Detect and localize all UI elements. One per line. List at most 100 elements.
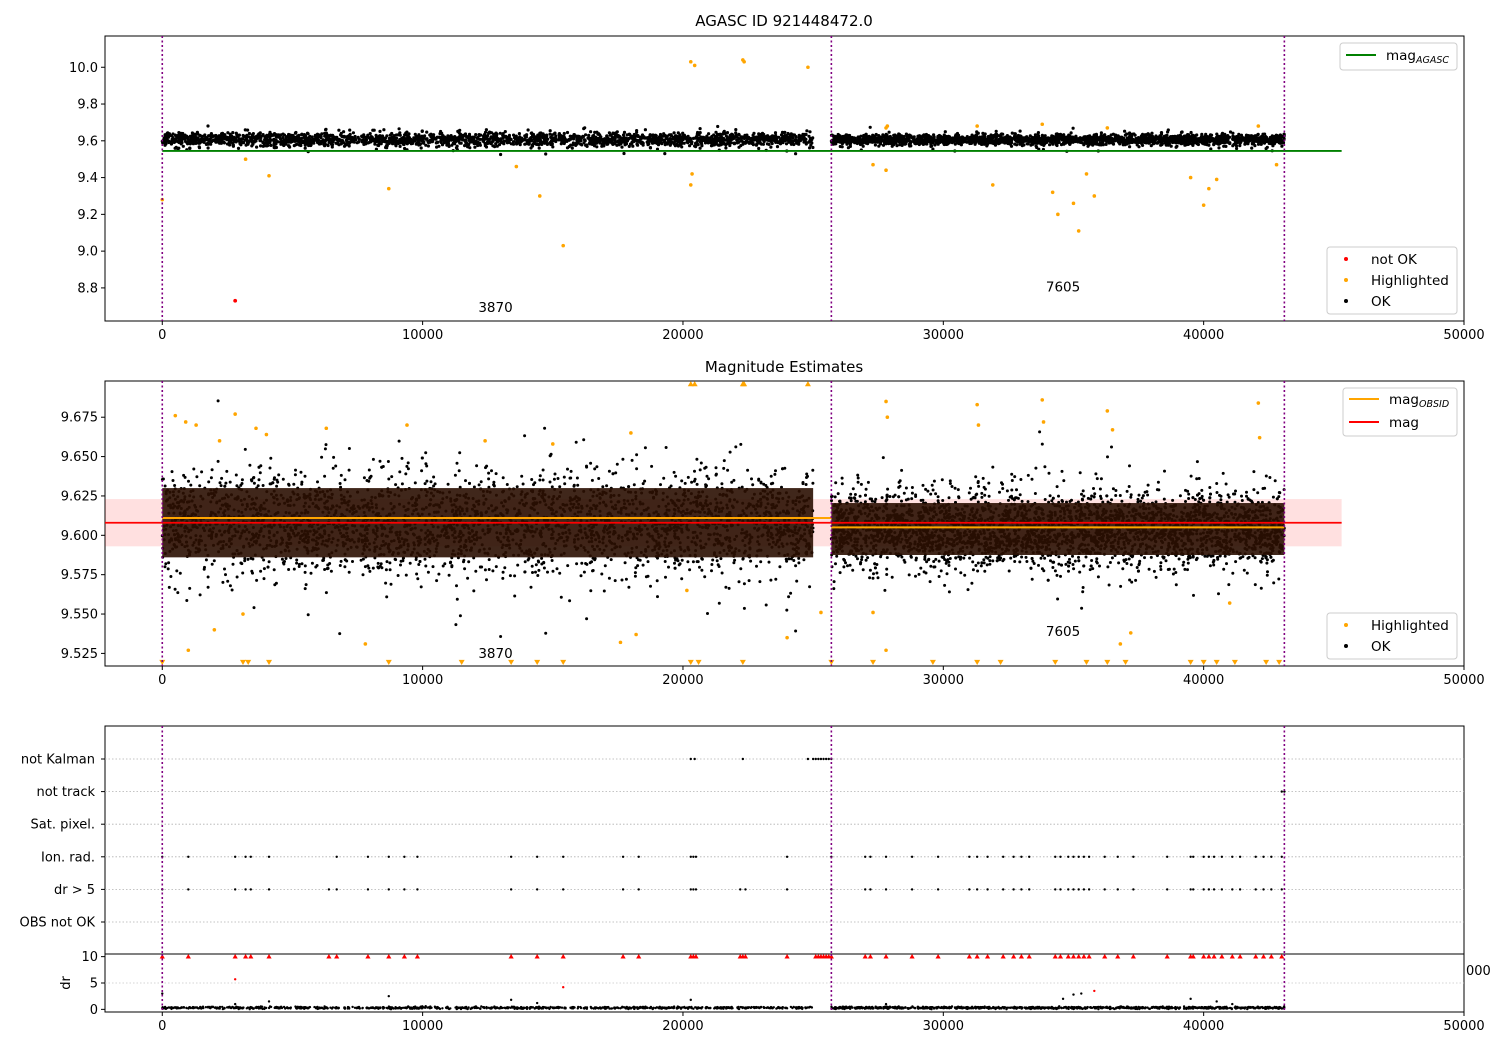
ok-point bbox=[787, 140, 791, 144]
ok-point bbox=[1174, 145, 1178, 149]
ok-point bbox=[669, 141, 673, 146]
ok-point bbox=[1091, 143, 1095, 147]
ok-point bbox=[488, 141, 492, 145]
ok-point bbox=[199, 134, 203, 138]
ok-point bbox=[1175, 136, 1179, 140]
obsid-label: 3870 bbox=[478, 300, 512, 316]
ok-point bbox=[855, 140, 859, 144]
ok-point bbox=[262, 143, 266, 148]
ok-point bbox=[584, 133, 588, 137]
ok-point bbox=[178, 140, 182, 144]
ok-point bbox=[1095, 135, 1099, 139]
ok-point bbox=[1260, 139, 1264, 143]
ok-point bbox=[566, 564, 570, 568]
ok-point bbox=[977, 140, 981, 145]
ok-point bbox=[1224, 144, 1228, 148]
ok-point bbox=[706, 612, 709, 615]
agasc-panel-frame bbox=[104, 35, 1465, 322]
ok-point bbox=[206, 585, 210, 589]
ok-point bbox=[835, 136, 839, 140]
ok-point bbox=[1125, 132, 1129, 136]
ok-point bbox=[628, 142, 633, 146]
ok-point bbox=[774, 469, 777, 473]
ok-point bbox=[565, 146, 570, 150]
ok-point bbox=[420, 129, 424, 133]
ok-point bbox=[282, 138, 286, 142]
ok-point bbox=[364, 138, 369, 142]
ok-point bbox=[861, 144, 865, 148]
highlighted-point bbox=[1071, 201, 1076, 206]
ok-point bbox=[1083, 135, 1087, 139]
ok-point bbox=[1216, 134, 1220, 138]
ok-point bbox=[399, 141, 403, 145]
ok-point bbox=[501, 132, 505, 136]
ok-point bbox=[483, 141, 487, 146]
ok-point bbox=[648, 139, 652, 143]
ok-point bbox=[491, 144, 495, 148]
ok-point bbox=[1121, 136, 1126, 140]
ok-point bbox=[1087, 136, 1091, 140]
ok-point bbox=[182, 473, 186, 477]
ok-point bbox=[357, 140, 361, 144]
ok-point bbox=[942, 139, 947, 143]
ok-point bbox=[707, 132, 711, 136]
ok-point bbox=[808, 130, 812, 134]
ok-point bbox=[571, 141, 576, 145]
y-tick-label: 9.4 bbox=[77, 171, 98, 186]
ok-point bbox=[663, 152, 667, 156]
ok-point bbox=[1141, 132, 1145, 136]
ok-point bbox=[417, 143, 421, 147]
ok-point bbox=[924, 134, 928, 138]
ok-point bbox=[888, 139, 892, 143]
ok-point bbox=[655, 138, 659, 142]
ok-point bbox=[698, 146, 702, 150]
ok-point bbox=[688, 144, 692, 148]
ok-point bbox=[643, 128, 648, 132]
ok-point bbox=[220, 132, 224, 136]
ok-point bbox=[316, 138, 320, 142]
ok-point bbox=[1058, 135, 1062, 139]
ok-point bbox=[559, 133, 563, 138]
ok-point bbox=[296, 134, 300, 138]
ok-point bbox=[308, 139, 312, 143]
ok-point bbox=[1104, 142, 1108, 146]
ok-point bbox=[473, 145, 477, 149]
ok-point bbox=[842, 140, 846, 144]
ok-point bbox=[384, 145, 388, 150]
ok-point bbox=[517, 132, 522, 136]
ok-point bbox=[1063, 139, 1067, 143]
ok-point bbox=[1028, 134, 1032, 138]
ok-point bbox=[163, 133, 167, 137]
x-tick-label: 40000 bbox=[1183, 328, 1224, 343]
ok-point bbox=[529, 146, 533, 150]
highlighted-point bbox=[884, 168, 888, 173]
ok-point bbox=[1150, 131, 1154, 135]
ok-point bbox=[888, 136, 893, 140]
ok-point bbox=[565, 130, 570, 135]
ok-point bbox=[1146, 132, 1150, 136]
ok-point bbox=[326, 138, 330, 142]
ok-point bbox=[1186, 136, 1190, 140]
ok-point bbox=[1163, 135, 1167, 139]
ok-point bbox=[589, 139, 594, 143]
ok-point bbox=[457, 131, 461, 135]
ok-point bbox=[778, 138, 782, 142]
ok-point bbox=[572, 135, 576, 139]
ok-point bbox=[598, 141, 602, 145]
ok-point bbox=[1078, 136, 1082, 140]
ok-point bbox=[511, 142, 516, 146]
ok-point bbox=[797, 133, 801, 137]
ok-point bbox=[682, 133, 687, 137]
ok-point bbox=[1190, 137, 1194, 141]
ok-point bbox=[597, 132, 601, 136]
ok-point bbox=[1257, 137, 1261, 141]
ok-point bbox=[887, 130, 891, 134]
ok-point bbox=[660, 142, 664, 146]
ok-point bbox=[792, 142, 796, 147]
ok-point bbox=[458, 134, 462, 138]
y-tick-label: 9.2 bbox=[77, 208, 98, 223]
ok-point bbox=[523, 137, 527, 141]
ok-point bbox=[569, 143, 573, 147]
ok-point bbox=[904, 139, 908, 143]
ok-point bbox=[531, 142, 535, 146]
